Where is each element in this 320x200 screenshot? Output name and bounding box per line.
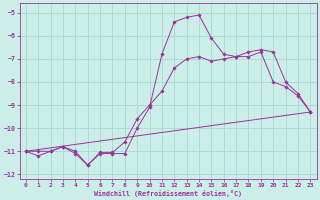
X-axis label: Windchill (Refroidissement éolien,°C): Windchill (Refroidissement éolien,°C) [94, 190, 242, 197]
